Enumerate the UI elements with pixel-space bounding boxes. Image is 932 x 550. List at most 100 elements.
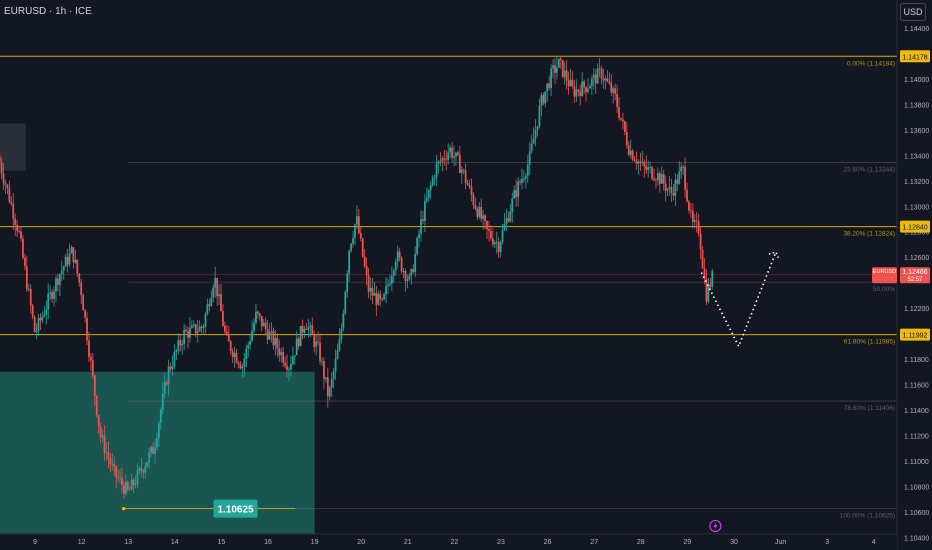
candle-body <box>126 482 129 490</box>
candle-body <box>338 339 341 351</box>
candle-body <box>639 161 642 163</box>
countdown-label: 52:57 <box>907 277 923 283</box>
x-tick-label: 30 <box>730 539 738 546</box>
candle-body <box>307 326 310 330</box>
candle-body <box>117 477 120 479</box>
candle-body <box>662 174 665 184</box>
candle-body <box>167 366 170 385</box>
candle-body <box>317 341 319 343</box>
candle-body <box>365 265 368 276</box>
candle-body <box>608 81 611 84</box>
fib-layer: 0.00% (1.14184) 23.60% (1.13344) 38.20% (1… <box>0 55 897 520</box>
candle-body <box>682 166 685 168</box>
candle-body <box>90 356 92 361</box>
candle-body <box>383 293 386 300</box>
time-axis[interactable] <box>0 534 897 550</box>
low-marker-dot <box>121 507 126 511</box>
candle-body <box>297 338 300 347</box>
candle-body <box>324 377 327 379</box>
candle-body <box>478 206 481 217</box>
candle-body <box>546 83 549 92</box>
candle-body <box>97 415 100 427</box>
candle-body <box>530 143 533 152</box>
candle-body <box>486 220 488 230</box>
candle-body <box>101 435 104 438</box>
candle-body <box>340 328 343 340</box>
candle-body <box>18 230 20 232</box>
lightning-icon[interactable] <box>709 519 722 533</box>
candle-body <box>24 257 26 267</box>
candle-body <box>220 294 222 312</box>
candle-body <box>41 316 44 321</box>
candle-body <box>179 340 182 346</box>
fib-price-label: 1.12840 <box>902 225 927 232</box>
candle-body <box>109 458 112 465</box>
x-tick-label: 22 <box>451 539 459 546</box>
candle-body <box>156 438 158 448</box>
candle-body <box>208 304 211 306</box>
candle-body <box>618 107 620 118</box>
fib-label: 50.00% <box>873 286 895 293</box>
candle-body <box>319 342 321 362</box>
candle-body <box>699 233 702 250</box>
x-tick-label: 20 <box>357 539 365 546</box>
candle-body <box>177 340 180 351</box>
candle-body <box>93 375 96 396</box>
candle-body <box>253 323 255 331</box>
candle-body <box>284 362 286 366</box>
candle-body <box>472 194 475 205</box>
candle-body <box>107 452 110 459</box>
candle-body <box>623 121 626 133</box>
candle-body <box>206 304 209 315</box>
candle-body <box>684 166 686 190</box>
candle-body <box>47 293 50 310</box>
candle-body <box>27 288 30 290</box>
candle-body <box>241 366 244 369</box>
gray-zone <box>0 123 26 171</box>
candle-body <box>709 284 712 287</box>
candle-body <box>585 87 587 92</box>
candle-body <box>456 152 459 156</box>
candle-body <box>505 218 508 225</box>
candle-body <box>589 85 591 89</box>
candle-body <box>245 348 248 359</box>
candle-body <box>152 446 154 454</box>
candle-body <box>99 426 102 438</box>
y-tick-label: 1.12600 <box>904 255 929 262</box>
overlay-layer: 1.10625 <box>121 251 780 533</box>
candle-body <box>460 169 463 173</box>
fib-price-badge <box>900 328 930 341</box>
candle-body <box>352 237 354 244</box>
candle-body <box>604 78 607 81</box>
candle-body <box>6 184 9 189</box>
projection-arrowhead <box>768 251 780 260</box>
candle-body <box>299 325 302 347</box>
candle-body <box>113 463 116 467</box>
candle-body <box>686 189 688 202</box>
candle-body <box>540 95 543 107</box>
candle-body <box>255 311 257 324</box>
fib-label: 23.60% (1.13344) <box>843 166 895 173</box>
candle-body <box>610 83 613 93</box>
candle-body <box>187 331 189 338</box>
candle-body <box>202 326 205 329</box>
candle-body <box>290 364 292 370</box>
candle-body <box>91 360 94 376</box>
currency-button[interactable]: USD <box>900 3 926 21</box>
y-tick-label: 1.13000 <box>904 204 929 211</box>
candle-body <box>169 366 172 369</box>
candle-body <box>88 340 90 357</box>
candle-body <box>480 206 483 219</box>
candle-body <box>111 463 114 465</box>
x-tick-label: 4 <box>872 539 876 546</box>
candle-body <box>381 298 384 300</box>
candle-body <box>161 393 164 411</box>
candle-body <box>598 68 601 70</box>
candle-body <box>410 269 413 276</box>
candle-body <box>356 216 358 225</box>
candle-body <box>550 68 552 88</box>
candle-body <box>703 268 706 279</box>
candle-body <box>53 291 55 299</box>
candle-body <box>542 95 545 104</box>
